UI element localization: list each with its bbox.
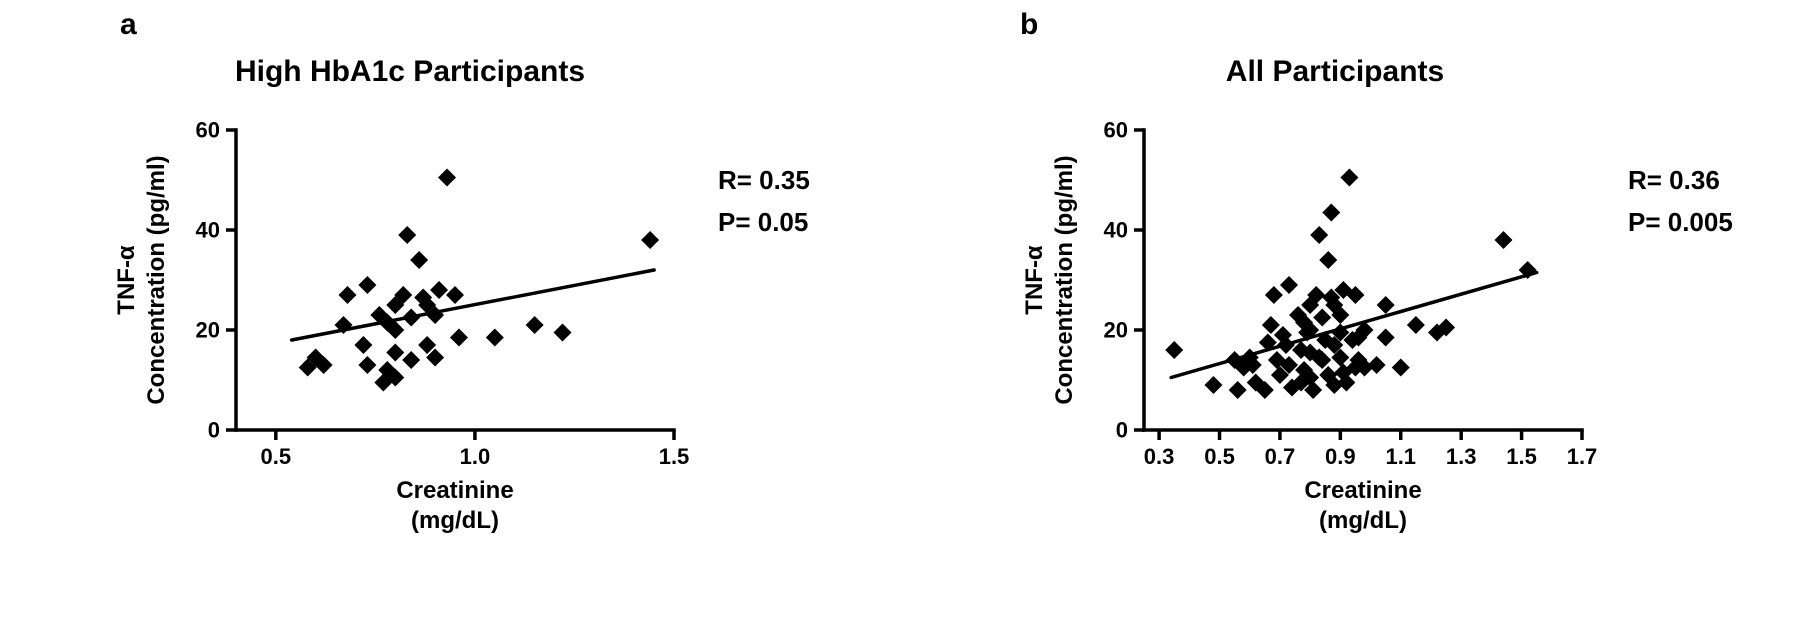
y-axis-label: TNF-αConcentration (pg/ml) [1020,155,1080,404]
data-point [1313,309,1331,327]
y-tick-label: 40 [1104,218,1128,243]
y-tick-label: 60 [1104,118,1128,143]
data-point [554,324,572,342]
x-tick-label: 0.5 [1204,444,1235,469]
data-point [386,344,404,362]
data-point [1377,296,1395,314]
data-point [1310,226,1328,244]
y-tick-label: 40 [196,218,220,243]
x-tick-label: 1.1 [1385,444,1416,469]
data-point [446,286,464,304]
data-point [1265,286,1283,304]
stat-r: R= 0.35 [718,160,810,202]
data-point [1319,251,1337,269]
figure-container: aHigh HbA1c ParticipantsR= 0.35P= 0.050.… [0,0,1800,628]
data-point [1494,231,1512,249]
x-tick-label: 0.7 [1265,444,1296,469]
x-axis-label-line: Creatinine [396,476,513,506]
y-axis-label-line: TNF-α [112,155,142,404]
y-tick-label: 0 [1116,418,1128,443]
data-point [450,329,468,347]
stat-r: R= 0.36 [1628,160,1733,202]
data-point [358,356,376,374]
scatter-plot: 0.5 1.0 1.5 0 20 40 60 [144,100,704,500]
x-tick-label: 1.5 [1506,444,1537,469]
x-axis-label: Creatinine(mg/dL) [396,476,513,536]
y-tick-label: 20 [1104,318,1128,343]
x-tick-label: 0.3 [1144,444,1175,469]
data-point [402,351,420,369]
data-point [1340,169,1358,187]
data-point [398,226,416,244]
stat-p: P= 0.005 [1628,202,1733,244]
x-tick-label: 0.9 [1325,444,1356,469]
data-point [486,329,504,347]
y-axis-label: TNF-αConcentration (pg/ml) [112,155,172,404]
x-axis-label-line: (mg/dL) [1304,506,1421,536]
x-axis-label-line: (mg/dL) [396,506,513,536]
data-point [354,336,372,354]
stats-box: R= 0.35P= 0.05 [718,160,810,243]
data-point [430,281,448,299]
stats-box: R= 0.36P= 0.005 [1628,160,1733,243]
data-point [1377,329,1395,347]
x-tick-label: 1.7 [1567,444,1598,469]
y-axis-label-line: TNF-α [1020,155,1050,404]
data-point [402,309,420,327]
data-point [1280,276,1298,294]
y-tick-label: 60 [196,118,220,143]
data-point [358,276,376,294]
data-point [410,251,428,269]
panel-b: bAll ParticipantsR= 0.36P= 0.0050.30.50.… [900,0,1800,628]
data-point [1204,376,1222,394]
y-axis-label-line: Concentration (pg/ml) [142,155,172,404]
data-point [1229,381,1247,399]
scatter-plot: 0.3 0.5 0.7 0.9 1.1 1.3 1.5 1.7 0 20 40 60 [1052,100,1612,500]
data-point [1407,316,1425,334]
x-axis-label: Creatinine(mg/dL) [1304,476,1421,536]
stat-p: P= 0.05 [718,202,810,244]
x-tick-label: 1.5 [659,444,690,469]
data-point [1165,341,1183,359]
panel-letter: a [120,8,137,42]
data-point [1392,359,1410,377]
panel-a: aHigh HbA1c ParticipantsR= 0.35P= 0.050.… [0,0,900,628]
data-point [438,169,456,187]
x-tick-label: 1.0 [460,444,491,469]
data-point [526,316,544,334]
x-tick-label: 1.3 [1446,444,1477,469]
y-axis-label-line: Concentration (pg/ml) [1050,155,1080,404]
y-tick-label: 0 [208,418,220,443]
data-point [641,231,659,249]
data-point [1262,316,1280,334]
data-point [338,286,356,304]
plot-title: High HbA1c Participants [235,55,585,89]
x-tick-label: 0.5 [261,444,292,469]
data-point [1322,204,1340,222]
data-point [1368,356,1386,374]
panel-letter: b [1020,8,1038,42]
plot-title: All Participants [1226,55,1444,89]
x-axis-label-line: Creatinine [1304,476,1421,506]
y-tick-label: 20 [196,318,220,343]
